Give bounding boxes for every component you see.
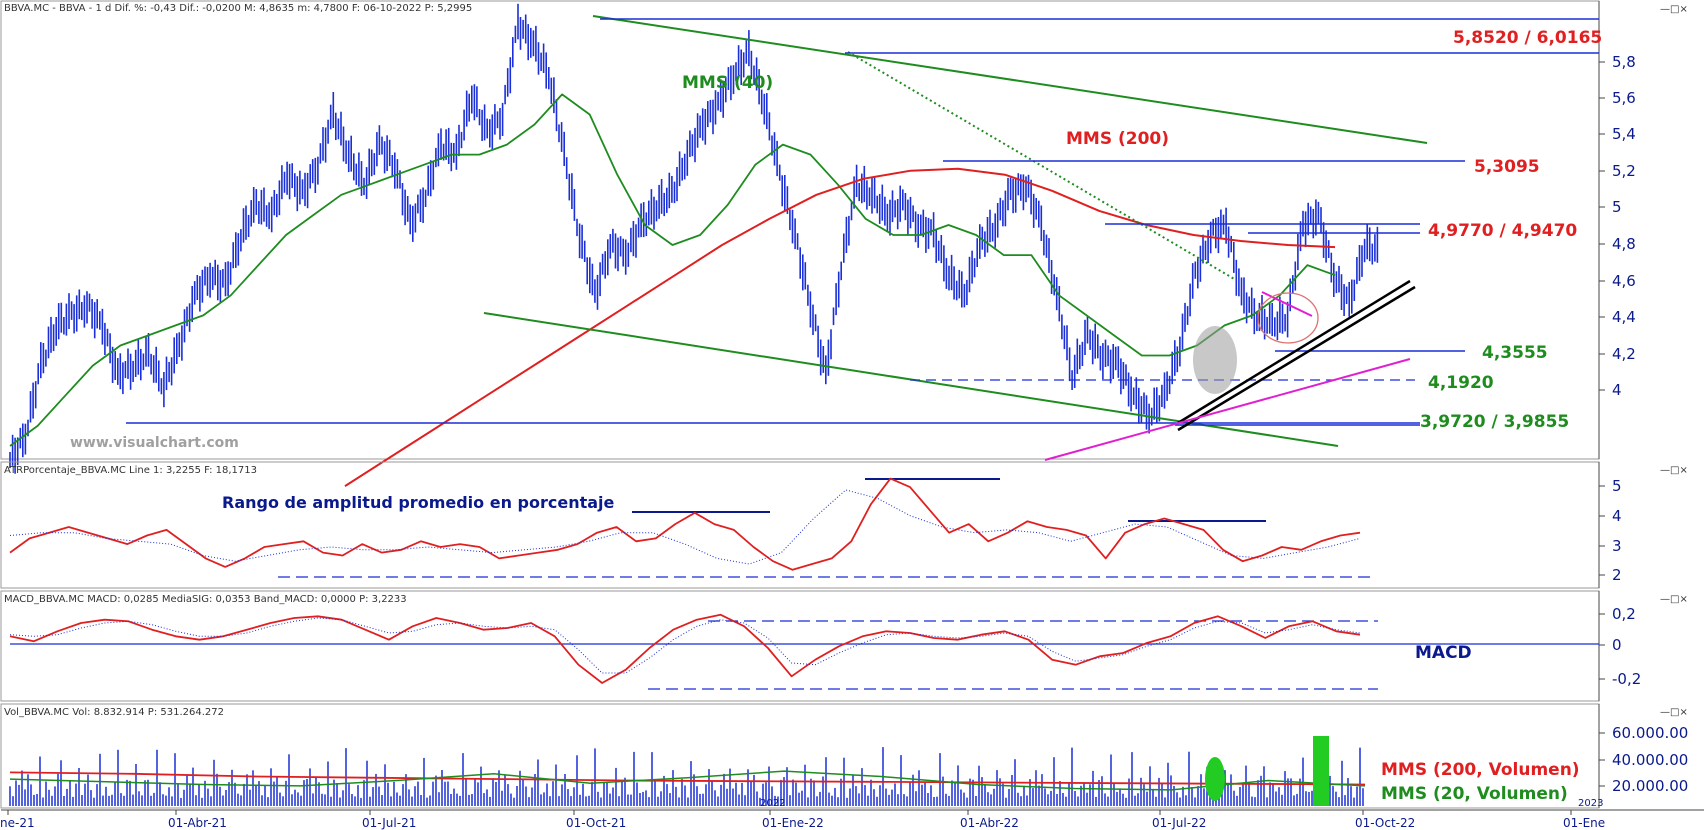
vol-mms20-label: MMS (20, Volumen) xyxy=(1381,784,1568,804)
macd-y-axis-label: -0,2 xyxy=(1612,670,1641,688)
price-header: BBVA.MC - BBVA - 1 d Dif. %: -0,43 Dif.:… xyxy=(4,3,472,14)
level-label-4-1920: 4,1920 xyxy=(1428,373,1494,393)
atr-y-axis-label: 5 xyxy=(1612,477,1622,495)
atr-line xyxy=(9,477,1361,571)
watermark: www.visualchart.com xyxy=(70,435,239,451)
window-buttons[interactable]: —□× xyxy=(1660,707,1688,718)
price-y-axis-label: 5,8 xyxy=(1612,53,1636,71)
volume-panel: Vol_BBVA.MC Vol: 8.832.914 P: 531.264.27… xyxy=(0,703,1688,809)
x-axis-label: ne-21 xyxy=(0,816,35,830)
volume-y-axis-label: 40.000.00 xyxy=(1612,751,1688,769)
atr-panel: ATRPorcentaje_BBVA.MC Line 1: 3,2255 F: … xyxy=(0,461,1688,589)
price-y-axis-label: 5 xyxy=(1612,198,1622,216)
vol-mms20-line xyxy=(9,770,1366,791)
macd-panel: MACD_BBVA.MC MACD: 0,0285 MediaSIG: 0,03… xyxy=(0,590,1688,702)
year-label-2022: 2022 xyxy=(760,798,785,809)
x-axis-label: 01-Oct-22 xyxy=(1355,816,1415,830)
mms40-line xyxy=(9,93,1336,447)
atr-y-axis-label: 3 xyxy=(1612,537,1622,555)
x-axis-label: 01-Ene-22 xyxy=(762,816,824,830)
macd-signal-line xyxy=(9,617,1361,674)
dotted-trend-line xyxy=(847,51,1237,281)
volume-spike-highlight-bar xyxy=(1313,736,1329,806)
magenta-support-line xyxy=(1044,358,1411,461)
price-y-axis-label: 4,2 xyxy=(1612,345,1636,363)
vol-mms200-line xyxy=(9,771,1366,786)
price-y-axis-label: 4,8 xyxy=(1612,235,1636,253)
mms200-line xyxy=(344,167,1336,487)
macd-y-axis-label: 0,2 xyxy=(1612,605,1636,623)
atr-signal-line xyxy=(9,489,1361,565)
level-label-5-8520: 5,8520 / 6,0165 xyxy=(1453,28,1602,48)
support-line-black-2 xyxy=(1177,285,1416,432)
volume-spike-highlight xyxy=(1205,757,1225,801)
volume-y-axis-label: 20.000.00 xyxy=(1612,777,1688,795)
volume-y-axis-label: 60.000.00 xyxy=(1612,724,1688,742)
x-axis-label: 01-Jul-21 xyxy=(362,816,416,830)
channel-upper-line xyxy=(592,15,1428,144)
vol-mms200-label: MMS (200, Volumen) xyxy=(1381,760,1580,780)
x-axis-label: 01-Jul-22 xyxy=(1152,816,1206,830)
window-buttons[interactable]: —□× xyxy=(1660,594,1688,605)
mms40-label: MMS (40) xyxy=(682,73,773,93)
atr-y-axis-label: 4 xyxy=(1612,507,1622,525)
price-y-axis-label: 5,2 xyxy=(1612,162,1636,180)
magenta-short-line xyxy=(1261,291,1313,317)
price-y-axis-label: 5,4 xyxy=(1612,125,1636,143)
level-label-4-3555: 4,3555 xyxy=(1482,343,1548,363)
atr-title: Rango de amplitud promedio en porcentaje xyxy=(222,493,615,512)
gray-highlight-ellipse xyxy=(1193,326,1237,394)
window-buttons[interactable]: —□× xyxy=(1660,4,1688,15)
x-axis-label: 01-Abr-21 xyxy=(168,816,227,830)
x-axis-label: 01-Ene xyxy=(1563,816,1605,830)
year-label-2023: 2023 xyxy=(1578,798,1603,809)
price-y-axis-label: 4,4 xyxy=(1612,308,1636,326)
x-axis-label: 01-Abr-22 xyxy=(960,816,1019,830)
x-axis-label: 01-Oct-21 xyxy=(566,816,626,830)
mms200-label: MMS (200) xyxy=(1066,129,1169,149)
atr-header: ATRPorcentaje_BBVA.MC Line 1: 3,2255 F: … xyxy=(4,465,257,476)
macd-header: MACD_BBVA.MC MACD: 0,0285 MediaSIG: 0,03… xyxy=(4,594,407,605)
macd-line xyxy=(9,613,1361,684)
macd-y-axis-label: 0 xyxy=(1612,636,1622,654)
date-axis: ne-21 01-Abr-21 01-Jul-21 01-Oct-21 01-Ene-2… xyxy=(0,809,1704,830)
support-line-black-1 xyxy=(1177,279,1411,425)
price-y-axis-label: 4,6 xyxy=(1612,272,1636,290)
atr-y-axis-label: 2 xyxy=(1612,566,1622,584)
level-label-4-9770: 4,9770 / 4,9470 xyxy=(1428,221,1577,241)
price-y-axis-label: 5,6 xyxy=(1612,89,1636,107)
price-panel: BBVA.MC - BBVA - 1 d Dif. %: -0,43 Dif.:… xyxy=(0,0,1688,487)
price-y-axis-label: 4 xyxy=(1612,381,1622,399)
volume-header: Vol_BBVA.MC Vol: 8.832.914 P: 531.264.27… xyxy=(4,707,224,718)
level-label-3-9720: 3,9720 / 3,9855 xyxy=(1420,412,1569,432)
red-highlight-ellipse xyxy=(1257,292,1319,344)
level-label-5-3095: 5,3095 xyxy=(1474,157,1540,177)
macd-title: MACD xyxy=(1415,643,1472,663)
window-buttons[interactable]: —□× xyxy=(1660,465,1688,476)
